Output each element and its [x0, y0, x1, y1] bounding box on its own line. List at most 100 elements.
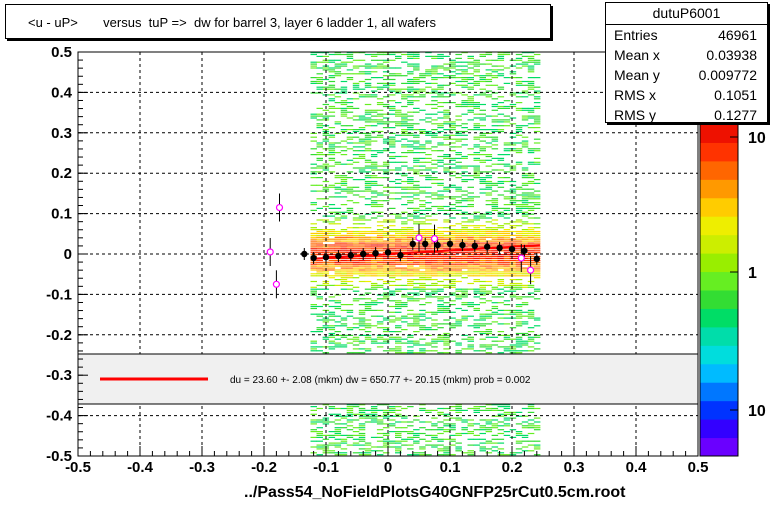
heatmap-cell: [503, 334, 511, 336]
heatmap-cell: [527, 238, 535, 240]
heatmap-cell: [346, 284, 354, 286]
heatmap-cell: [443, 67, 450, 69]
heatmap-cell: [479, 230, 486, 233]
heatmap-cell: [479, 325, 486, 327]
heatmap-cell: [461, 175, 468, 177]
heatmap-cell: [358, 142, 366, 144]
heatmap-cell: [346, 192, 354, 194]
heatmap-cell: [509, 180, 517, 183]
heatmap-cell: [395, 325, 402, 327]
heatmap-cell: [364, 94, 372, 96]
heatmap-cell: [401, 440, 408, 442]
heatmap-cell: [431, 182, 438, 184]
heatmap-cell: [521, 205, 529, 208]
heatmap-cell: [503, 271, 511, 273]
heatmap-cell: [370, 275, 378, 277]
heatmap-cell: [413, 429, 420, 431]
heatmap-cell: [443, 254, 450, 256]
heatmap-cell: [352, 246, 360, 248]
heatmap-cell: [346, 250, 354, 252]
heatmap-cell: [533, 425, 541, 427]
heatmap-cell: [485, 261, 493, 263]
heatmap-cell: [467, 100, 474, 102]
heatmap-cell: [467, 200, 474, 202]
heatmap-cell: [334, 419, 342, 421]
heatmap-cell: [473, 107, 480, 109]
heatmap-cell: [316, 275, 323, 277]
heatmap-cell: [328, 234, 336, 236]
heatmap-cell: [358, 340, 366, 342]
heatmap-cell: [322, 55, 330, 57]
heatmap-cell: [461, 255, 468, 258]
heatmap-cell: [419, 327, 426, 329]
heatmap-cell: [310, 234, 317, 236]
heatmap-cell: [340, 282, 348, 285]
heatmap-cell: [370, 409, 378, 411]
heatmap-cell: [364, 417, 372, 419]
heatmap-cell: [533, 105, 541, 108]
heatmap-cell: [455, 115, 462, 117]
heatmap-cell: [461, 452, 468, 454]
heatmap-cell: [521, 234, 529, 236]
heatmap-cell: [467, 119, 474, 121]
heatmap-cell: [455, 232, 462, 234]
heatmap-cell: [328, 334, 336, 336]
heatmap-cell: [340, 275, 348, 277]
heatmap-cell: [497, 302, 505, 304]
heatmap-cell: [370, 165, 378, 167]
heatmap-cell: [473, 80, 480, 83]
heatmap-cell: [352, 413, 360, 415]
heatmap-cell: [364, 409, 372, 411]
heatmap-cell: [395, 234, 402, 236]
heatmap-cell: [479, 244, 486, 246]
heatmap-cell: [491, 450, 499, 452]
heatmap-cell: [533, 277, 541, 279]
heatmap-cell: [437, 105, 444, 108]
heatmap-cell: [340, 129, 348, 131]
heatmap-cell: [521, 204, 529, 206]
heatmap-cell: [340, 319, 348, 321]
heatmap-cell: [322, 61, 330, 63]
heatmap-cell: [515, 325, 523, 327]
heatmap-cell: [340, 234, 348, 236]
heatmap-cell: [503, 417, 511, 419]
heatmap-cell: [473, 171, 480, 173]
heatmap-cell: [346, 61, 354, 63]
heatmap-cell: [389, 419, 396, 421]
heatmap-cell: [443, 138, 450, 140]
heatmap-cell: [382, 255, 390, 258]
heatmap-cell: [533, 150, 541, 152]
heatmap-cell: [358, 454, 366, 456]
heatmap-cell: [340, 115, 348, 117]
heatmap-cell: [358, 190, 366, 192]
y-tick-label: -0.2: [46, 327, 72, 344]
heatmap-cell: [376, 286, 384, 288]
heatmap-cell: [461, 71, 468, 73]
heatmap-cell: [461, 157, 468, 159]
heatmap-cell: [449, 425, 456, 427]
heatmap-cell: [395, 198, 402, 200]
heatmap-cell: [467, 338, 474, 340]
heatmap-cell: [509, 296, 517, 298]
heatmap-cell: [533, 194, 541, 196]
heatmap-cell: [521, 350, 529, 352]
heatmap-cell: [437, 230, 444, 233]
heatmap-cell: [364, 236, 372, 238]
heatmap-cell: [473, 409, 480, 411]
heatmap-cell: [533, 317, 541, 319]
heatmap-cell: [352, 427, 360, 429]
heatmap-cell: [521, 273, 529, 275]
heatmap-cell: [425, 175, 432, 177]
heatmap-cell: [352, 129, 360, 131]
heatmap-cell: [407, 129, 414, 131]
heatmap-cell: [407, 275, 414, 277]
heatmap-cell: [382, 434, 390, 436]
heatmap-cell: [413, 255, 420, 258]
heatmap-cell: [527, 175, 535, 177]
heatmap-cell: [479, 275, 486, 277]
heatmap-cell: [389, 152, 396, 154]
heatmap-cell: [479, 225, 486, 227]
heatmap-cell: [491, 344, 499, 346]
heatmap-cell: [419, 279, 426, 281]
heatmap-cell: [533, 61, 541, 63]
